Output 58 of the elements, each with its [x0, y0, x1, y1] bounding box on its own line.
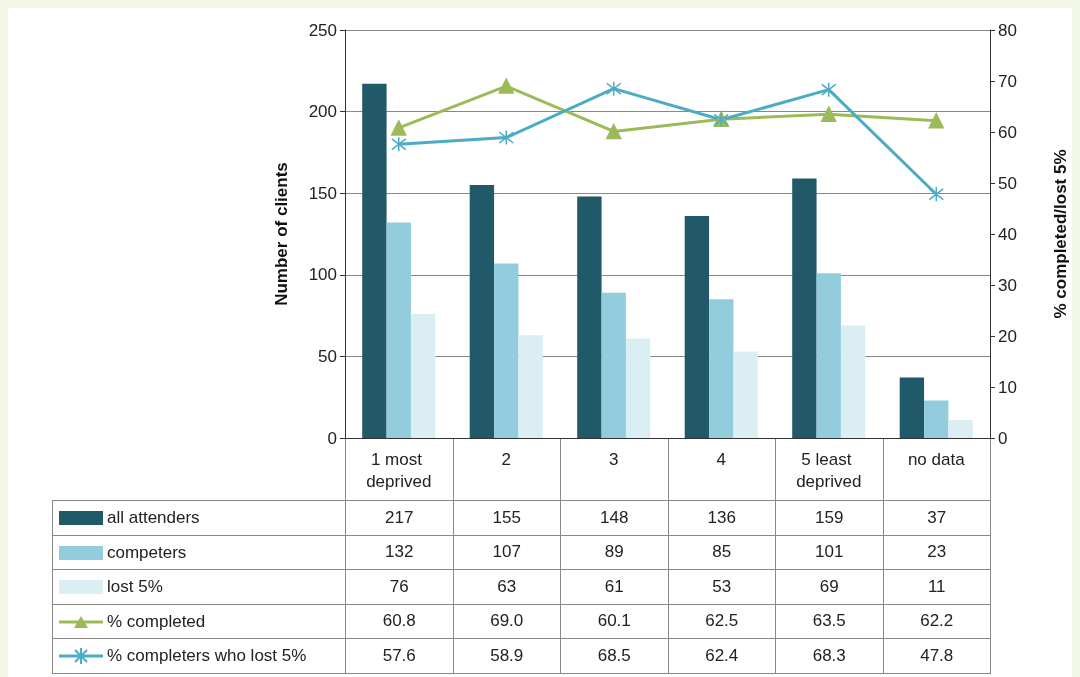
y2-tick-label: 10 [998, 377, 1017, 397]
data-label: 62.5 [668, 604, 776, 639]
data-label: 89 [560, 535, 668, 570]
legend-label: all attenders [107, 508, 200, 527]
y-tick-label: 250 [308, 20, 337, 40]
data-label: 23 [883, 535, 991, 570]
y-tick-label: 0 [327, 428, 337, 448]
data-label: 53 [668, 569, 776, 604]
y-tick-label: 100 [308, 265, 337, 285]
data-label: 85 [668, 535, 776, 570]
data-label: 60.8 [345, 604, 453, 639]
legend-label: competers [107, 542, 187, 562]
data-label: 58.9 [453, 638, 561, 673]
legend-label: % completed [107, 611, 206, 631]
data-label: 63 [453, 569, 561, 604]
y-tick-label: 150 [308, 183, 337, 203]
data-label: 47.8 [883, 638, 991, 673]
data-label: 69 [775, 569, 883, 604]
data-label: 68.5 [560, 638, 668, 673]
x-tick-label: no data [907, 449, 966, 469]
data-label: 11 [883, 569, 991, 604]
y-axis-title: Number of clients [272, 162, 291, 306]
data-label: 76 [345, 569, 453, 604]
y2-tick-label: 40 [998, 224, 1017, 244]
x-tick-label: 1 most deprived [366, 449, 432, 491]
data-label: 57.6 [345, 638, 453, 673]
y2-tick-label: 50 [998, 173, 1017, 193]
y2-axis-title: % completed/lost 5% [1051, 149, 1070, 319]
y2-tick-label: 70 [998, 71, 1017, 91]
data-label: 155 [453, 500, 561, 535]
x-tick-label: 5 least deprived [796, 449, 862, 491]
data-label: 107 [453, 535, 561, 570]
data-label: 63.5 [775, 604, 883, 639]
x-tick-label: 2 [501, 449, 511, 469]
y-tick-label: 200 [308, 102, 337, 122]
y-tick-label: 50 [318, 346, 337, 366]
data-label: 37 [883, 500, 991, 535]
y2-tick-label: 30 [998, 275, 1017, 295]
data-label: 62.2 [883, 604, 991, 639]
y2-tick-label: 60 [998, 122, 1017, 142]
data-label: 62.4 [668, 638, 776, 673]
data-label: 132 [345, 535, 453, 570]
data-label: 159 [775, 500, 883, 535]
x-tick-label: 3 [609, 449, 619, 469]
y2-tick-label: 0 [998, 428, 1008, 448]
legend-label: % completers who lost 5% [107, 646, 307, 665]
data-label: 60.1 [560, 604, 668, 639]
y2-tick-label: 80 [998, 20, 1017, 40]
data-label: 148 [560, 500, 668, 535]
x-tick-label: 4 [716, 449, 726, 469]
data-label: 68.3 [775, 638, 883, 673]
data-label: 69.0 [453, 604, 561, 639]
legend-label: lost 5% [107, 577, 163, 596]
data-label: 61 [560, 569, 668, 604]
y2-tick-label: 20 [998, 326, 1017, 346]
data-label: 136 [668, 500, 776, 535]
data-label: 217 [345, 500, 453, 535]
data-label: 101 [775, 535, 883, 570]
